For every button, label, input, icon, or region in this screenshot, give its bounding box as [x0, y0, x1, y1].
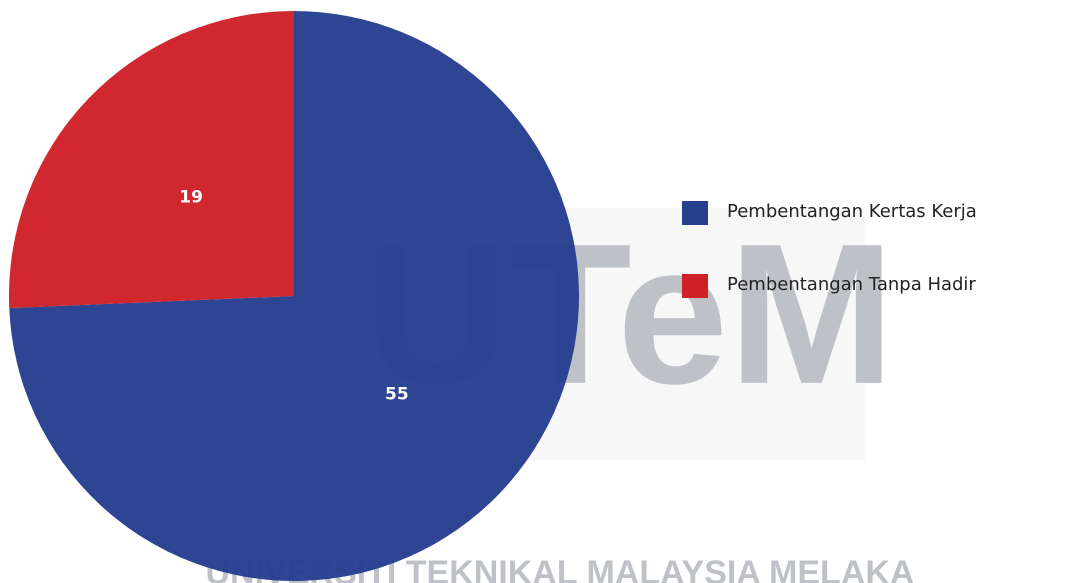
- data-label: 55: [385, 385, 409, 405]
- legend-swatch: [682, 201, 708, 225]
- pie-slice: [9, 11, 295, 309]
- legend-label: Pembentangan Tanpa Hadir: [727, 274, 976, 295]
- pie-slice: [9, 11, 580, 581]
- data-label: 19: [179, 187, 203, 207]
- legend-label: Pembentangan Kertas Kerja: [727, 201, 977, 222]
- legend-swatch: [682, 274, 708, 298]
- pie: 55 19: [9, 11, 580, 581]
- legend: Pembentangan Kertas Kerja Pembentangan Ta…: [682, 201, 977, 298]
